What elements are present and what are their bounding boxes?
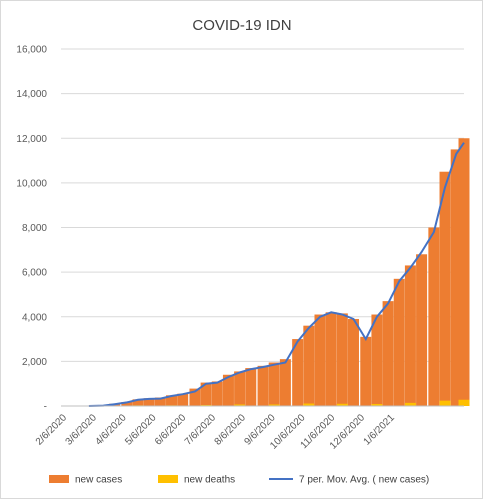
x-tick-label: 6/6/2020	[153, 412, 189, 448]
bar	[371, 403, 383, 406]
chart-title: COVID-19 IDN	[192, 17, 291, 34]
bar	[314, 314, 326, 406]
y-tick-label: 4,000	[22, 312, 47, 323]
bar	[439, 171, 451, 406]
bar	[211, 381, 223, 406]
y-tick-label: 10,000	[16, 178, 47, 189]
bar	[428, 227, 440, 406]
bar	[143, 398, 155, 406]
x-tick-label: 1/6/2021	[362, 412, 398, 448]
bar	[336, 313, 348, 406]
bar	[292, 339, 304, 406]
x-axis-ticks: 2/6/20203/6/20204/6/20205/6/20206/6/2020…	[34, 412, 397, 452]
bar	[177, 393, 189, 406]
x-tick-label: 2/6/2020	[34, 412, 70, 448]
bar	[416, 254, 428, 406]
legend-swatch	[49, 475, 69, 483]
gridlines	[61, 48, 464, 362]
bar	[154, 397, 166, 406]
legend-label: 7 per. Mov. Avg. ( new cases)	[299, 475, 429, 486]
bar	[371, 314, 383, 406]
bar	[303, 325, 315, 406]
legend-label: new cases	[75, 475, 122, 486]
bar	[450, 149, 462, 406]
moving-average-line	[88, 142, 465, 407]
bar	[268, 362, 280, 406]
y-tick-label: 8,000	[22, 223, 47, 234]
x-tick-label: 5/6/2020	[123, 412, 159, 448]
y-tick-label: 2,000	[22, 357, 47, 368]
x-tick-label: 3/6/2020	[64, 412, 100, 448]
x-tick-label: 7/6/2020	[183, 412, 219, 448]
bar	[336, 403, 348, 406]
x-tick-label: 8/6/2020	[213, 412, 249, 448]
bar	[132, 399, 144, 406]
bar	[279, 359, 291, 406]
bar	[200, 404, 212, 406]
bar	[200, 382, 212, 406]
y-tick-label: 12,000	[16, 134, 47, 145]
legend-label: new deaths	[184, 475, 235, 486]
bar	[404, 265, 416, 406]
y-tick-label: 6,000	[22, 268, 47, 279]
bar	[234, 371, 246, 406]
bar	[393, 278, 405, 406]
bar	[347, 318, 359, 406]
bar	[458, 138, 470, 406]
bar	[222, 374, 234, 406]
y-tick-label: 16,000	[16, 45, 47, 56]
y-axis-ticks: - 2,000 4,000 6,000 8,000 10,000 12,000 14,000 1…	[16, 45, 47, 413]
bar	[404, 402, 416, 406]
bar	[303, 403, 315, 406]
y-tick-label: 14,000	[16, 89, 47, 100]
legend-swatch	[158, 475, 178, 483]
legend: new cases new deaths 7 per. Mov. Avg. ( ne…	[49, 475, 429, 486]
bar	[439, 400, 451, 406]
x-tick-label: 4/6/2020	[93, 412, 129, 448]
bar	[121, 401, 133, 406]
new-cases-bars	[83, 138, 470, 406]
bar	[166, 395, 178, 406]
bar	[382, 301, 394, 406]
y-tick-label: -	[44, 402, 47, 413]
bar	[360, 336, 372, 406]
bar	[458, 399, 470, 406]
moving-average-polyline	[88, 142, 465, 407]
bar	[257, 365, 269, 406]
bar	[325, 312, 337, 406]
bar	[245, 368, 257, 406]
bar	[268, 404, 280, 406]
bar	[234, 404, 246, 406]
bar	[189, 388, 201, 406]
